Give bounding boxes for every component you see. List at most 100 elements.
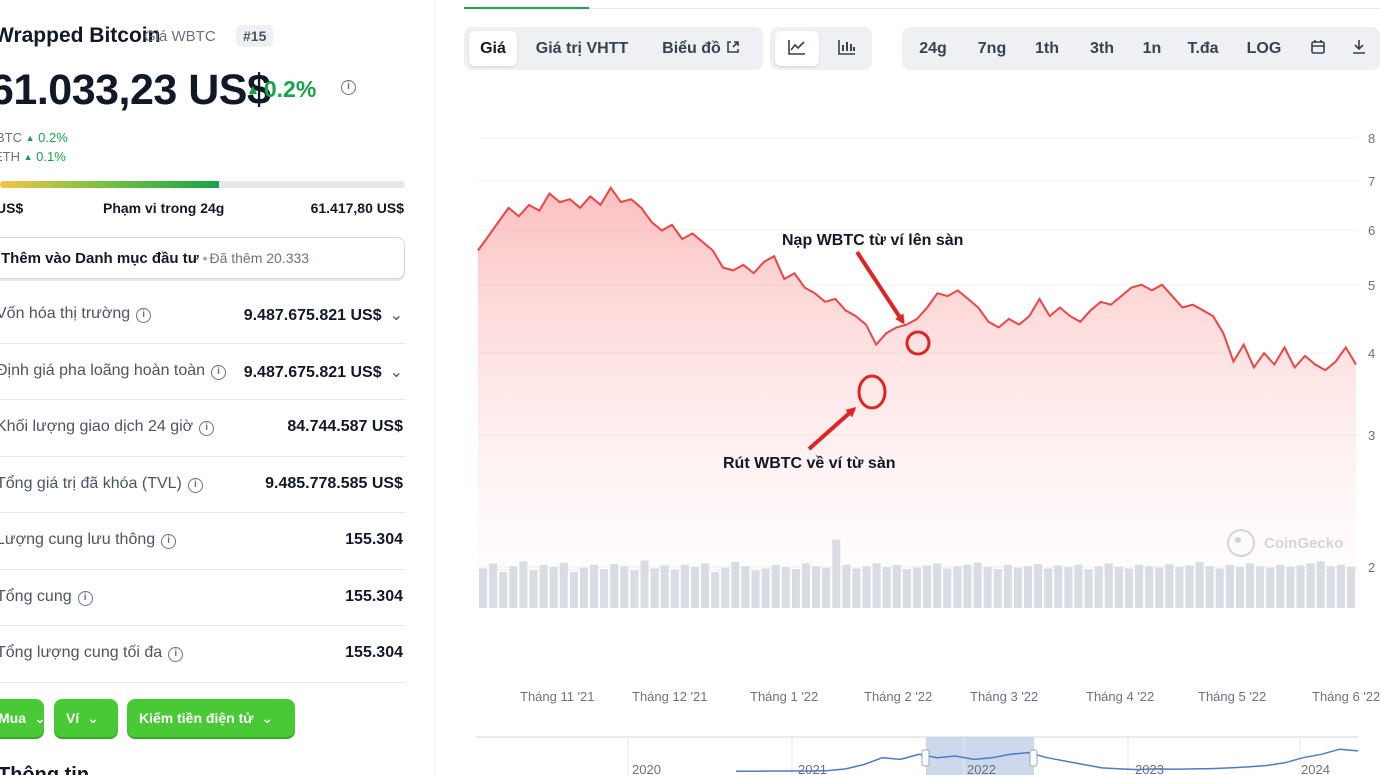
stat-value: 9.487.675.821 US$ ⌄ — [244, 305, 403, 325]
volume-bar — [711, 572, 720, 608]
volume-bar — [1346, 566, 1355, 608]
navigator-handle-right[interactable] — [1029, 749, 1038, 767]
info-icon[interactable]: i — [341, 80, 356, 95]
stat-row[interactable]: Định giá pha loãng hoàn toàn i 9.487.675.8… — [0, 344, 405, 400]
tab-chart-external[interactable]: Biểu đồ — [650, 31, 752, 66]
range-1y[interactable]: 1n — [1142, 40, 1162, 57]
bullet-separator: • — [202, 250, 208, 266]
navigator-tick-label: 2023 — [1135, 762, 1164, 775]
info-icon[interactable]: i — [211, 364, 227, 380]
candlestick-icon — [838, 40, 855, 55]
volume-bar — [1044, 568, 1053, 608]
stat-label: Lượng cung lưu thông i — [0, 531, 177, 549]
volume-bar — [983, 566, 992, 608]
volume-bar — [1326, 566, 1335, 608]
annotations: Nạp WBTC từ ví lên sàn Rút WBTC về ví từ… — [723, 232, 963, 472]
info-icon[interactable]: i — [77, 590, 93, 606]
navigator-tick-label: 2024 — [1301, 762, 1330, 775]
rank-badge: #15 — [236, 25, 274, 47]
download-button[interactable] — [1344, 31, 1374, 66]
volume-bars — [479, 539, 1355, 608]
y-tick-label: 6 — [1368, 223, 1375, 238]
volume-bar — [832, 539, 841, 608]
volume-bar — [1013, 567, 1022, 608]
range-bar — [0, 181, 405, 188]
info-icon[interactable]: i — [161, 534, 177, 549]
external-link-icon — [727, 41, 739, 53]
volume-bar — [660, 565, 669, 608]
volume-bar — [812, 566, 821, 608]
coingecko-watermark: CoinGecko — [1227, 529, 1343, 557]
stat-label-text: Tổng cung — [0, 587, 72, 605]
navigator-handle-left[interactable] — [921, 749, 930, 767]
calendar-icon — [1311, 40, 1325, 54]
tab-divider — [589, 8, 1380, 9]
coin-price: 61.033,23 US$ — [0, 66, 271, 114]
volume-bar — [600, 569, 609, 608]
btc-change: BTC ▲ 0.2% — [0, 130, 68, 145]
volume-bar — [650, 568, 659, 608]
withdraw-annotation: Rút WBTC về ví từ sàn — [723, 455, 896, 472]
volume-bar — [610, 564, 619, 608]
stat-value-text: 84.744.587 US$ — [287, 418, 403, 435]
volume-bar — [791, 569, 800, 608]
stat-value-text: 155.304 — [345, 587, 403, 605]
stat-label-text: Tổng giá trị đã khóa (TVL) — [0, 474, 182, 492]
stat-value-text: 9.485.778.585 US$ — [265, 474, 403, 492]
tab-market-cap[interactable]: Giá trị VHTT — [535, 40, 629, 57]
info-icon[interactable]: i — [168, 647, 184, 662]
range-24h[interactable]: 24g — [919, 40, 947, 57]
volume-bar — [640, 560, 649, 608]
volume-bar — [973, 562, 982, 608]
stat-value-text: 155.304 — [345, 644, 403, 661]
chevron-down-icon[interactable]: ⌄ — [389, 307, 403, 324]
x-tick-label: Tháng 6 '22 — [1312, 689, 1380, 704]
stat-label-text: Lượng cung lưu thông — [0, 531, 156, 548]
range-max[interactable]: T.đa — [1187, 40, 1219, 57]
stat-value: 84.744.587 US$ — [287, 418, 403, 436]
stat-label-text: Định giá pha loãng hoàn toàn — [0, 361, 206, 379]
volume-bar — [1336, 564, 1345, 608]
chart-panel: Giá Giá trị VHTT Biểu đồ 24g 7ng 1th 3th… — [436, 0, 1380, 775]
stat-row[interactable]: Vốn hóa thị trường i 9.487.675.821 US$ ⌄ — [0, 287, 405, 344]
volume-bar — [801, 563, 811, 608]
earn-crypto-button[interactable]: Kiếm tiền điện tử ⌄ — [127, 699, 295, 737]
info-icon[interactable]: i — [187, 477, 203, 493]
info-icon[interactable]: i — [199, 421, 215, 436]
volume-bar — [771, 564, 780, 608]
info-icon[interactable]: i — [136, 308, 152, 323]
candlestick-button[interactable] — [825, 31, 869, 66]
range-7d[interactable]: 7ng — [977, 40, 1007, 57]
tab-price[interactable]: Giá — [469, 31, 517, 66]
line-chart-button[interactable] — [775, 31, 819, 66]
stat-label: Vốn hóa thị trường i — [0, 305, 152, 323]
volume-bar — [731, 561, 740, 608]
navigator-selection[interactable] — [926, 737, 1034, 775]
chevron-down-icon[interactable]: ⌄ — [389, 363, 403, 381]
volume-bar — [1296, 565, 1305, 608]
buy-button[interactable]: Mua ⌄ — [0, 699, 46, 737]
range-3m[interactable]: 3th — [1090, 40, 1114, 57]
volume-bar — [539, 564, 548, 608]
range-1m[interactable]: 1th — [1035, 40, 1059, 57]
wallet-button[interactable]: Ví ⌄ — [54, 699, 118, 737]
stat-label: Tổng lượng cung tối đa i — [0, 644, 184, 662]
range-navigator[interactable]: 2020 2021 2022 2023 2024 — [476, 736, 1359, 775]
volume-bar — [912, 567, 922, 608]
stat-label: Tổng cung i — [0, 588, 93, 606]
price-chart[interactable]: 8 7 6 5 4 3 2 CoinGecko Nạp WBTC từ ví lên sàn… — [436, 70, 1380, 775]
active-tab-indicator — [464, 7, 589, 9]
x-tick-label: Tháng 4 '22 — [1086, 689, 1154, 704]
tab-chart-label: Biểu đồ — [662, 40, 721, 57]
stat-value: 155.304 — [345, 644, 403, 662]
add-to-portfolio-button[interactable]: Thêm vào Danh mục đầu tư • Đã thêm 20.333 — [0, 237, 405, 279]
volume-bar — [529, 570, 538, 608]
x-tick-label: Tháng 1 '22 — [750, 689, 818, 704]
y-tick-label: 4 — [1368, 346, 1375, 361]
navigator-tick-label: 2021 — [798, 762, 827, 775]
coin-info-panel: Wrapped Bitcoin Giá WBTC #15 61.033,23 U… — [0, 0, 435, 775]
volume-bar — [1003, 564, 1012, 608]
date-range-button[interactable] — [1298, 31, 1338, 66]
line-chart-icon — [788, 40, 805, 55]
log-scale-toggle[interactable]: LOG — [1246, 40, 1282, 57]
